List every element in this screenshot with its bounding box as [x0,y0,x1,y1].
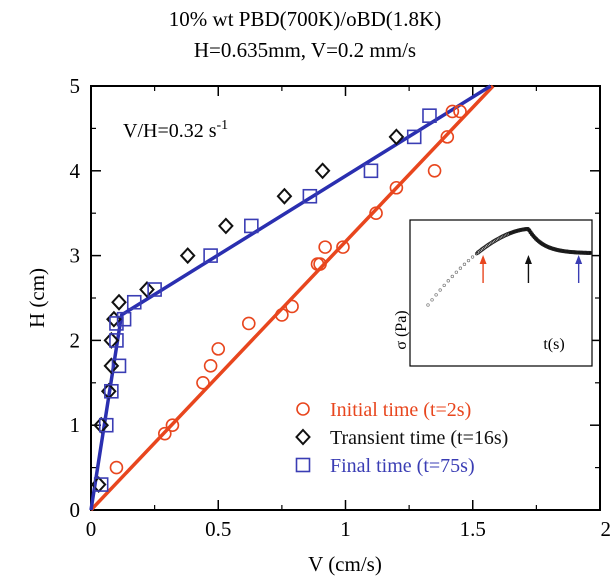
square-point [109,333,124,348]
circle-point [203,359,218,373]
circle-point [275,308,289,322]
legend-diamond-icon [295,428,311,446]
inset-y-label: σ (Pa) [393,310,410,349]
y-tick-labels: 0 1 2 3 4 5 [70,74,81,522]
diamond-point [103,357,120,375]
inset-point [587,250,593,256]
inset-point [454,270,459,274]
circle-point [369,206,383,220]
circle-point [285,299,299,314]
fit-lines [89,84,495,512]
legend-square-icon [295,457,311,473]
y-axis-label: H (cm) [25,268,49,328]
y-tick-label: 2 [70,328,81,352]
square-point [203,248,218,263]
square-point [363,163,379,179]
diamond-point [388,128,405,146]
legend: Initial time (t=2s) Transient time (t=16s… [295,399,508,477]
x-tick-label: 1.5 [460,517,486,541]
x-tick-label: 2 [601,517,611,541]
y-tick-label: 3 [70,244,81,268]
legend-circle-icon [296,402,310,416]
square-point [244,218,259,234]
inset-point [458,266,463,270]
y-tick-label: 1 [70,413,81,437]
square-point [93,477,109,492]
slope-annotation: V/H=0.32 s-1 [123,118,228,142]
inset-point [438,288,442,292]
inset-point [446,279,450,283]
diamond-point [139,281,155,298]
square-point [422,108,437,123]
chart-subtitle: H=0.635mm, V=0.2 mm/s [194,38,416,62]
diamond-point [218,217,234,235]
circle-point [453,104,467,119]
inset-stress-curve [426,226,593,307]
fit-line [89,84,492,511]
inset-x-label: t(s) [543,336,564,353]
x-tick-labels: 0 0.5 1 1.5 2 [86,517,611,541]
inset-point [426,303,430,307]
square-point [104,383,119,399]
inset-point [434,293,438,297]
legend-label: Transient time (t=16s) [330,427,508,449]
square-point [126,294,142,310]
y-tick-label: 0 [70,498,81,522]
x-tick-label: 0 [86,517,97,541]
circle-point [445,104,460,119]
circle-point [336,240,350,254]
square-point [147,282,162,297]
diamond-point [111,293,127,311]
inset-arrow-head [479,255,487,264]
diamond-point [276,187,293,205]
slope-annotation-superscript: -1 [217,118,229,133]
square-point [116,311,132,327]
square-point [302,188,318,204]
x-tick-label: 1 [340,517,351,541]
square-point [111,358,127,374]
circle-point [241,316,256,331]
legend-label: Initial time (t=2s) [330,399,471,421]
fit-line [89,84,495,512]
circle-point [109,460,124,475]
legend-label: Final time (t=75s) [330,455,475,477]
y-tick-label: 4 [70,159,81,183]
inset-frame [409,219,593,367]
circle-point [158,426,172,441]
inset-point [442,283,446,288]
circle-point [310,257,325,271]
inset-point [470,255,475,259]
inset-arrow-head [524,255,532,264]
inset-point [462,262,467,266]
circle-point [318,240,332,254]
slope-annotation-text: V/H=0.32 s [123,120,217,142]
inset-chart: t(s) σ (Pa) [393,219,593,367]
inset-point [466,258,471,263]
chart-title: 10% wt PBD(700K)/oBD(1.8K) [169,7,441,31]
circle-point [427,164,442,178]
inset-point [430,298,434,302]
circle-point [196,375,210,390]
square-point [406,129,422,145]
inset-point [450,274,454,279]
circle-point [211,342,226,356]
circle-point [389,180,404,195]
circle-point [440,130,455,144]
diamond-point [314,162,331,180]
diamond-point [179,247,196,265]
inset-arrow-head [575,255,583,264]
data-points [90,104,467,494]
square-point [109,316,124,331]
inset-arrows [479,255,583,283]
y-tick-label: 5 [70,74,81,98]
axis-ticks [90,85,601,511]
x-axis-label: V (cm/s) [308,552,382,576]
square-point [98,417,114,433]
x-tick-label: 0.5 [205,517,231,541]
circle-point [165,418,180,433]
